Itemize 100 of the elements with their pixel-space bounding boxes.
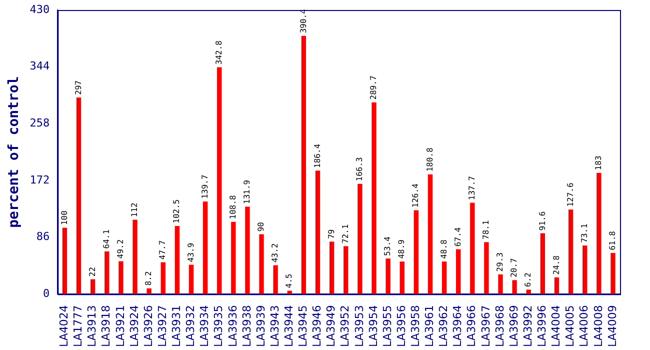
bar [470,202,475,294]
data-label: 137.7 [467,176,476,200]
x-tick-label: LA3936 [226,305,240,348]
data-label: 127.6 [566,182,575,207]
data-label: 73.1 [580,223,589,243]
data-label: 6.2 [524,272,533,288]
data-label: 29.3 [496,252,505,272]
data-label: 297 [74,80,83,95]
x-tick-label: LA3918 [100,305,113,348]
x-tick-label: LA1777 [72,305,85,348]
bar [146,288,152,294]
y-tick-label: 86 [36,230,50,244]
data-label: 91.6 [538,211,547,231]
bar [273,265,278,294]
data-label: 342.8 [214,40,224,65]
bar [610,252,616,294]
x-tick-label: LA4005 [564,305,577,348]
data-label: 43.2 [270,243,280,263]
x-tick-label: LA3939 [254,305,268,348]
bar [400,261,404,294]
x-tick-label: LA3968 [493,305,506,348]
bar [76,98,82,294]
x-tick-label: LA4006 [578,305,591,348]
x-tick-label: LA3966 [465,305,478,348]
bar [62,228,68,294]
bar [582,245,588,294]
data-label: 48.9 [397,239,406,259]
bar [568,209,574,294]
x-tick-label: LA3961 [423,305,436,348]
x-tick-label: LA3924 [128,305,141,348]
bar [498,274,503,294]
x-tick-label: LA3921 [114,305,127,348]
data-label: 131.9 [242,180,252,204]
bar [414,210,418,294]
x-tick-label: LA4024 [58,305,71,348]
x-tick-label: LA3954 [366,305,380,348]
data-label: 139.7 [200,174,210,199]
data-label: 102.5 [172,199,182,224]
bar [301,36,306,294]
y-tick-label: 172 [30,173,50,186]
data-label: 22 [88,266,97,277]
bar [428,174,433,294]
bar [596,172,602,294]
bar [456,249,461,294]
x-tick-label: LA3927 [156,305,169,348]
data-label: 48.8 [439,239,448,259]
bar [372,102,376,294]
data-label: 90 [256,222,266,232]
x-tick-label: LA3935 [212,305,226,348]
bar [554,277,560,294]
data-label: 72.1 [340,224,350,244]
data-label: 79 [326,229,336,239]
data-label: 126.4 [411,183,420,208]
y-tick-label: 344 [30,60,50,73]
x-tick-label: LA3943 [268,305,282,348]
data-label: 289.7 [369,75,378,100]
x-tick-label: LA3926 [142,305,155,348]
bar [132,220,138,294]
bar [358,184,362,294]
bar [202,201,208,294]
y-tick-label: 0 [43,286,50,300]
x-tick-label: LA3934 [198,305,212,348]
bar [386,258,390,294]
x-tick-label: LA3932 [184,305,198,348]
x-tick-label: LA3967 [479,305,492,348]
x-tick-label: LA3949 [324,305,338,348]
bar [540,233,546,294]
data-label: 186.4 [312,144,322,168]
x-tick-label: LA3952 [338,305,352,348]
data-label: 183 [594,156,603,170]
bar [344,246,348,294]
x-tick-label: LA3956 [394,305,408,348]
data-label: 112 [130,202,140,218]
bar [174,226,180,294]
data-label: 61.8 [608,230,618,250]
data-label: 20.7 [510,258,519,278]
x-tick-label: LA3955 [380,305,394,348]
bar [315,170,320,294]
x-tick-label: LA3931 [170,305,184,348]
bar [259,234,264,294]
x-tick-label: LA3958 [409,305,422,348]
bar [90,279,96,294]
x-tick-label: LA3992 [521,305,534,348]
x-tick-label: LA4009 [606,305,619,348]
bar [217,67,222,294]
data-label: 78.1 [482,220,491,240]
bar [329,242,334,294]
x-tick-label: LA3964 [451,305,464,348]
data-label: 47.7 [158,240,168,260]
data-label: 24.8 [552,255,561,275]
data-label: 67.4 [453,227,462,247]
bar [526,290,531,294]
x-tick-label: LA3969 [507,305,520,348]
bar [188,264,194,294]
data-label: 4.5 [284,273,294,288]
bar [484,242,489,294]
x-tick-label: LA4004 [550,305,563,348]
x-tick-label: LA4008 [592,305,605,348]
data-label: 100 [60,210,69,226]
data-label: 108.8 [228,194,238,220]
